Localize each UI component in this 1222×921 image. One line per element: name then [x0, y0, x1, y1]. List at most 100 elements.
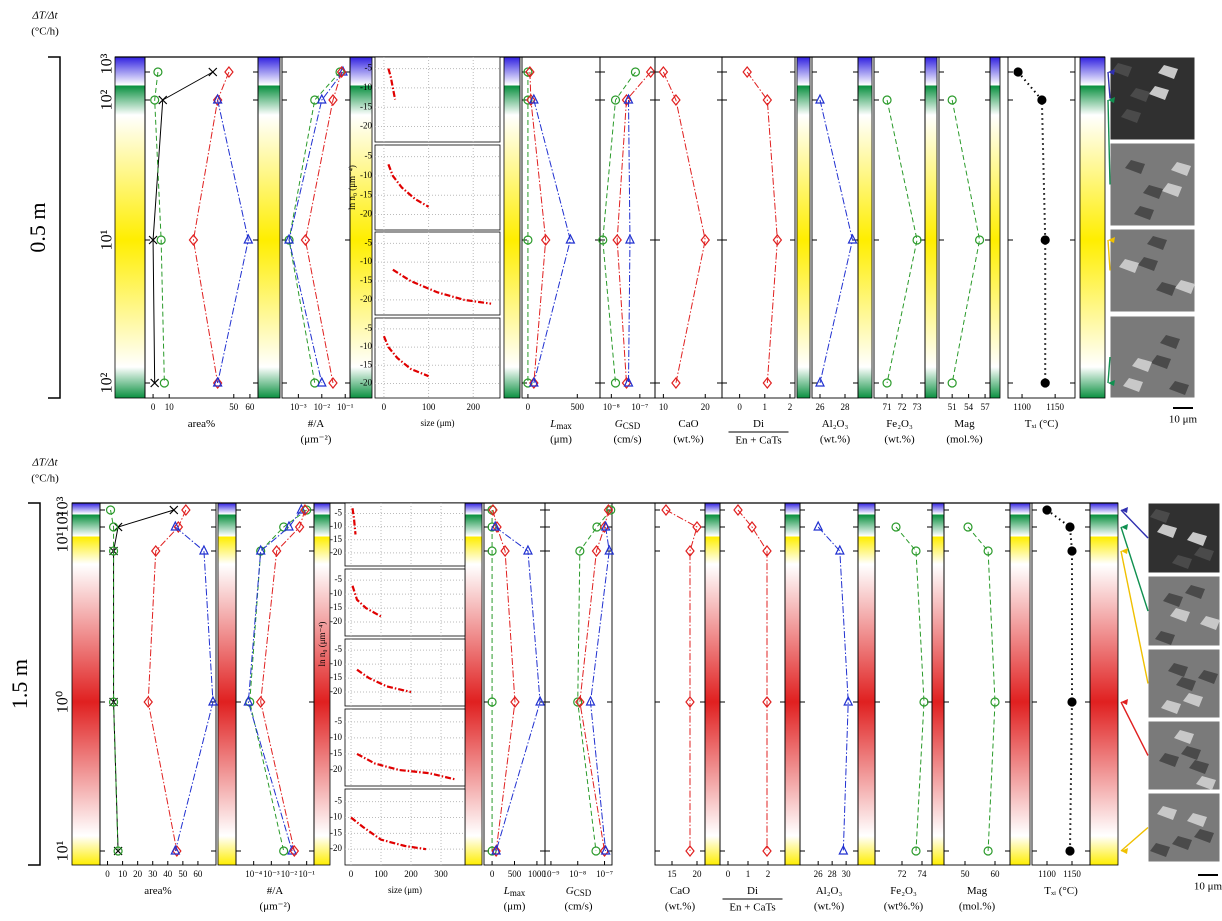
- marker: [911, 846, 921, 856]
- y-tick-label: 10³: [55, 496, 72, 517]
- series-line: [662, 71, 706, 384]
- x-tick-label: 72: [898, 402, 907, 412]
- x-tick-label: 10⁻⁷: [631, 402, 648, 412]
- marker: [685, 845, 695, 857]
- size-distribution: [351, 508, 357, 535]
- series-line: [304, 71, 343, 384]
- marker: [610, 378, 621, 388]
- y-tick-label: -10: [360, 170, 372, 180]
- x-tick-label: 73: [913, 402, 923, 412]
- marker: [181, 504, 191, 516]
- marker: [974, 235, 985, 245]
- x-axis-label: Tₓᵢ (°C): [1025, 418, 1059, 430]
- marker: [279, 846, 289, 856]
- marker: [316, 93, 327, 104]
- x-tick-label: 71: [883, 402, 892, 412]
- y-tick-label: -5: [365, 237, 373, 247]
- x-tick-label: 28: [841, 402, 851, 412]
- y-tick-label: -5: [335, 508, 343, 518]
- crystal: [1172, 836, 1192, 850]
- size-distribution: [356, 752, 457, 781]
- marker: [733, 504, 743, 516]
- arrow-head: [1121, 507, 1128, 513]
- plot-frame: [799, 502, 859, 866]
- x-axis-label-main: Al₂O₃: [816, 885, 843, 897]
- x-tick-label: 51: [948, 402, 957, 412]
- x-tick-label: 0: [490, 869, 495, 879]
- scale-bar-label: 10 μm: [1194, 881, 1222, 893]
- marker: [328, 377, 338, 389]
- x-axis-unit: (μm⁻²): [301, 434, 332, 446]
- y-axis-title: ΔT/Δt: [31, 457, 58, 469]
- x-axis-label-main: L: [549, 418, 556, 430]
- plot-frame: [521, 56, 601, 399]
- x-axis-label-main: CaO: [678, 418, 698, 430]
- color-bar: [217, 502, 237, 866]
- marker: [1040, 235, 1050, 245]
- series-line: [1017, 71, 1047, 383]
- x-tick-label: 10: [659, 402, 669, 412]
- x-axis-label-sub: CSD: [574, 888, 592, 898]
- marker: [159, 378, 169, 388]
- marker: [523, 67, 533, 77]
- y-tick-label: -10: [330, 521, 342, 531]
- marker: [1037, 95, 1047, 105]
- crystal: [1159, 753, 1179, 767]
- marker: [813, 520, 824, 531]
- y-tick-label: -15: [360, 359, 372, 369]
- arrow-head: [1121, 699, 1128, 705]
- x-tick-label: 500: [508, 869, 522, 879]
- y-tick-label: 10¹: [55, 531, 72, 552]
- marker: [316, 376, 327, 387]
- series-line: [746, 71, 778, 384]
- crystal: [1189, 760, 1209, 774]
- inset-frame: [374, 56, 501, 143]
- marker: [700, 234, 711, 246]
- marker: [522, 544, 533, 555]
- marker: [170, 520, 181, 531]
- color-bar: [464, 502, 483, 866]
- crystal: [1185, 585, 1205, 599]
- x-tick-label: 50: [178, 869, 188, 879]
- inset-frame: [344, 568, 466, 637]
- plot-frame: [281, 56, 351, 399]
- marker: [143, 696, 153, 708]
- y-tick-label: 10²: [99, 372, 116, 393]
- marker: [838, 844, 849, 855]
- y-tick-label: -10: [360, 341, 372, 351]
- y-tick-label: -20: [360, 121, 372, 131]
- color-bar: [1089, 502, 1119, 866]
- marker: [535, 695, 546, 706]
- x-tick-label: 1100: [1038, 869, 1056, 879]
- x-tick-label: 200: [404, 869, 418, 879]
- x-tick-label: 1150: [1063, 869, 1081, 879]
- x-axis-label-sub: CSD: [623, 421, 641, 431]
- inset-frame: [344, 502, 466, 567]
- color-bar: [704, 502, 721, 866]
- marker: [208, 67, 218, 77]
- marker: [150, 378, 160, 388]
- crystal: [1143, 185, 1163, 199]
- x-axis-label: GCSD: [615, 418, 641, 432]
- depth-bracket: [48, 56, 61, 399]
- series-line: [817, 526, 849, 852]
- x-tick-label: 57: [981, 402, 991, 412]
- series-line: [1046, 509, 1073, 852]
- marker: [526, 94, 536, 106]
- marker: [528, 93, 539, 104]
- marker: [834, 544, 845, 555]
- crystal: [1150, 843, 1170, 857]
- crystal: [1112, 63, 1132, 77]
- y-tick-label: -20: [360, 294, 372, 304]
- series-line: [492, 509, 516, 852]
- y-axis-label: ln n₀ (μm⁻⁴): [347, 165, 357, 210]
- marker: [919, 697, 929, 707]
- x-tick-label: 40: [163, 869, 173, 879]
- marker: [500, 545, 510, 557]
- series-line: [217, 99, 249, 384]
- marker: [815, 376, 825, 387]
- series-line: [154, 71, 165, 384]
- marker: [271, 545, 282, 557]
- marker: [487, 546, 497, 556]
- marker: [198, 544, 209, 555]
